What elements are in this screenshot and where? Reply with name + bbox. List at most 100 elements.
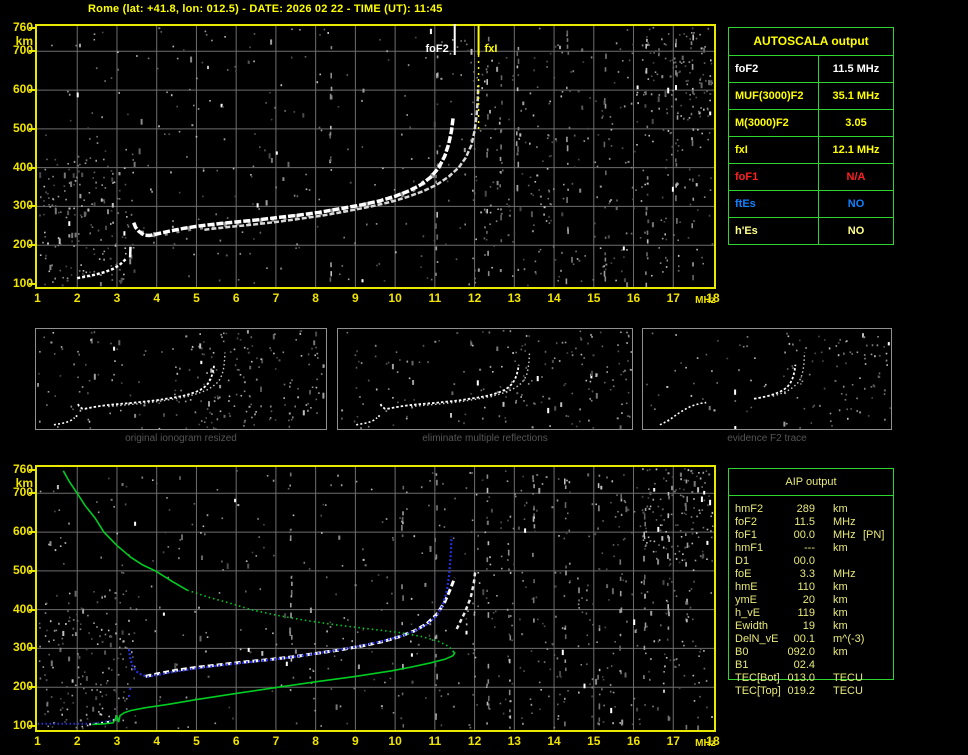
trace-F-trace-observed-x-white — [455, 569, 477, 630]
x-tick-label: 12 — [467, 734, 482, 748]
aip-row-h_vE: h_vE 119 km — [729, 607, 893, 620]
aip-param-label: B0 — [735, 646, 749, 658]
aip-param-label: ymE — [735, 594, 757, 606]
x-tick-label: 10 — [388, 291, 402, 305]
aip-param-unit: km — [833, 607, 848, 619]
x-tick-label: 13 — [507, 734, 521, 748]
autoscala-table-header: AUTOSCALA output — [729, 28, 893, 56]
aip-param-value: 119 — [797, 607, 815, 619]
aip-param-unit: TECU — [833, 685, 863, 697]
aip-param-value: --- — [804, 542, 815, 554]
trace-Ne-profile-topside-dotted — [187, 589, 454, 652]
aip-param-label: TEC[Top] — [735, 685, 781, 697]
aip-param-value: 02.4 — [793, 659, 815, 671]
y-tick-label: 200 — [12, 237, 33, 252]
aip-param-value: 289 — [796, 503, 815, 515]
x-tick-label: 5 — [193, 291, 200, 305]
aip-param-label: DelN_vE — [735, 633, 779, 645]
aip-row-ymE: ymE 20 km — [729, 594, 893, 607]
aip-param-label: foF1 — [735, 529, 758, 541]
aip-param-value: 092.0 — [787, 646, 815, 658]
autoscala-row-foF2: foF2 11.5 MHz — [729, 56, 893, 83]
aip-output-table: AIP output hmF2 289 km foF2 11.5 MHz foF1 00.0 M… — [728, 468, 894, 697]
autoscala-param-value: 3.05 — [845, 117, 867, 129]
aip-param-value: 19 — [802, 620, 815, 632]
y-tick-label: 100 — [12, 276, 33, 290]
aip-param-label: B1 — [735, 659, 749, 671]
x-tick-label: 18 — [706, 291, 720, 305]
autoscala-param-label: M(3000)F2 — [729, 110, 819, 136]
aip-param-value: 00.0 — [793, 529, 815, 541]
aip-row-hmE: hmE 110 km — [729, 581, 893, 594]
x-tick-label: 1 — [34, 734, 41, 748]
y-axis-tick — [29, 608, 35, 611]
aip-param-value: 00.0 — [793, 555, 815, 567]
x-tick-label: 15 — [587, 291, 601, 305]
aip-param-unit: MHz — [833, 568, 856, 580]
aip-param-value: 20 — [802, 594, 815, 606]
bottom-ionogram-plot — [35, 465, 716, 732]
y-axis-tick — [29, 531, 35, 534]
aip-param-unit: TECU — [833, 672, 863, 684]
aip-param-value: 019.2 — [787, 685, 815, 697]
y-axis-unit: km — [15, 34, 33, 48]
y-axis-unit: km — [15, 476, 33, 490]
trace-Ne-profile-bottomside-solid — [92, 650, 456, 726]
aip-param-unit: km — [833, 646, 848, 658]
y-tick-label: 600 — [12, 82, 33, 97]
thumbnail-original-ionogram — [35, 328, 327, 430]
autoscala-row-M(3000)F2: M(3000)F2 3.05 — [729, 110, 893, 137]
x-tick-label: 1 — [34, 291, 41, 305]
x-tick-label: 4 — [153, 734, 161, 748]
aip-param-label: foF2 — [735, 516, 758, 528]
aip-param-value: 013.0 — [787, 672, 815, 684]
aip-table-header: AIP output — [729, 469, 893, 496]
aip-param-unit: m^(-3) — [833, 633, 865, 645]
autoscala-param-label: foF2 — [729, 56, 819, 82]
thumbnail-caption: original ionogram resized — [125, 433, 237, 444]
y-tick-label: 100 — [12, 718, 33, 732]
y-axis-tick — [29, 686, 35, 689]
x-tick-label: 4 — [153, 291, 161, 305]
marker-label-foF2: foF2 — [425, 43, 448, 55]
y-tick-label: 400 — [12, 159, 33, 174]
aip-row-B0: B0 092.0 km — [729, 646, 893, 659]
thumbnail-caption: eliminate multiple reflections — [422, 433, 548, 444]
aip-param-value: 00.1 — [793, 633, 815, 645]
aip-param-label: TEC[Bot] — [735, 672, 780, 684]
x-tick-label: 11 — [428, 291, 442, 305]
aip-param-label: hmF2 — [735, 503, 764, 515]
autoscala-row-foF1: foF1 N/A — [729, 164, 893, 191]
y-axis-tick — [29, 166, 35, 169]
aip-row-foE: foE 3.3 MHz — [729, 568, 893, 581]
aip-param-extra: [PN] — [863, 529, 885, 541]
x-tick-label: 9 — [352, 291, 359, 305]
x-tick-label: 8 — [312, 291, 319, 305]
autoscala-row-ftEs: ftEs NO — [729, 191, 893, 218]
aip-param-unit: km — [833, 581, 848, 593]
y-axis-tick — [29, 205, 35, 208]
x-tick-label: 17 — [666, 291, 680, 305]
top-ionogram-plot: foF2 fxI — [35, 24, 716, 289]
marker-label-fxI: fxI — [485, 43, 498, 55]
y-tick-label: 300 — [12, 640, 33, 655]
y-axis-tick — [29, 569, 35, 572]
autoscala-param-label: h'Es — [729, 218, 819, 244]
y-axis-tick — [29, 492, 35, 495]
aip-param-label: Ewidth — [735, 620, 769, 632]
x-axis-unit: MHz — [695, 295, 716, 306]
y-axis-tick — [29, 50, 35, 53]
x-tick-label: 3 — [113, 734, 121, 748]
aip-row-D1: D1 00.0 — [729, 555, 893, 568]
y-tick-label: 700 — [12, 43, 33, 58]
trace-F-trace-model-blue — [127, 536, 453, 678]
aip-param-label: D1 — [735, 555, 750, 567]
x-tick-label: 5 — [193, 734, 200, 748]
y-tick-label: 600 — [12, 524, 33, 539]
autoscala-param-value: 12.1 MHz — [832, 144, 880, 156]
aip-row-hmF1: hmF1 --- km — [729, 542, 893, 555]
x-tick-label: 9 — [352, 734, 359, 748]
aip-row-hmF2: hmF2 289 km — [729, 503, 893, 516]
autoscala-output-table: AUTOSCALA output foF2 11.5 MHz MUF(3000)F2… — [728, 27, 894, 245]
autoscala-param-label: ftEs — [729, 191, 819, 217]
